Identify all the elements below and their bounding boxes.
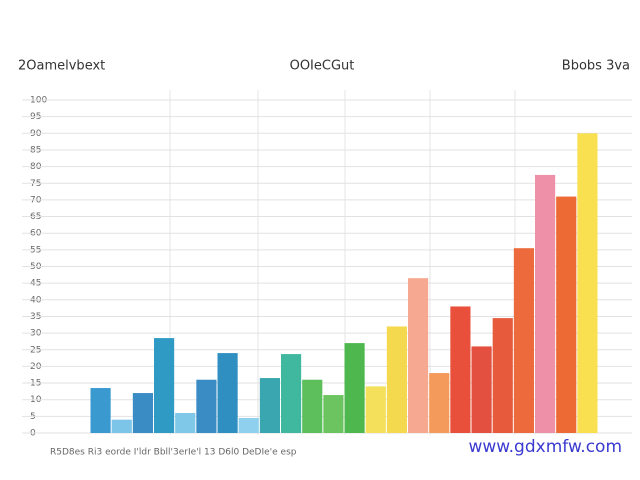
bar <box>175 413 196 433</box>
bar <box>492 318 513 433</box>
bar <box>556 196 577 433</box>
bar <box>259 378 280 433</box>
bar <box>154 338 175 433</box>
bar <box>302 379 323 433</box>
bar <box>217 353 238 433</box>
bar <box>111 419 132 433</box>
bar <box>408 278 429 433</box>
corner-label: Bbobs 3va <box>562 59 630 74</box>
bar <box>450 306 471 433</box>
bar <box>535 174 556 434</box>
bar <box>132 393 153 433</box>
bar <box>577 133 598 434</box>
x-axis-label: R5D8es Ri3 eorde I'ldr Bbll'3erIe'l 13 D… <box>50 448 297 458</box>
chart-title: 2Oamelvbext <box>18 59 105 74</box>
bar <box>365 386 386 433</box>
bar <box>513 248 534 433</box>
bar <box>429 373 450 433</box>
bar <box>90 388 111 433</box>
bar <box>471 346 492 433</box>
bar <box>238 418 259 433</box>
bar <box>386 326 407 433</box>
bar <box>344 343 365 433</box>
watermark: www.gdxmfw.com <box>469 437 623 457</box>
bar <box>196 379 217 433</box>
chart-subtitle: OOIeCGut <box>290 59 355 74</box>
bar <box>281 354 302 433</box>
bar <box>323 395 344 433</box>
